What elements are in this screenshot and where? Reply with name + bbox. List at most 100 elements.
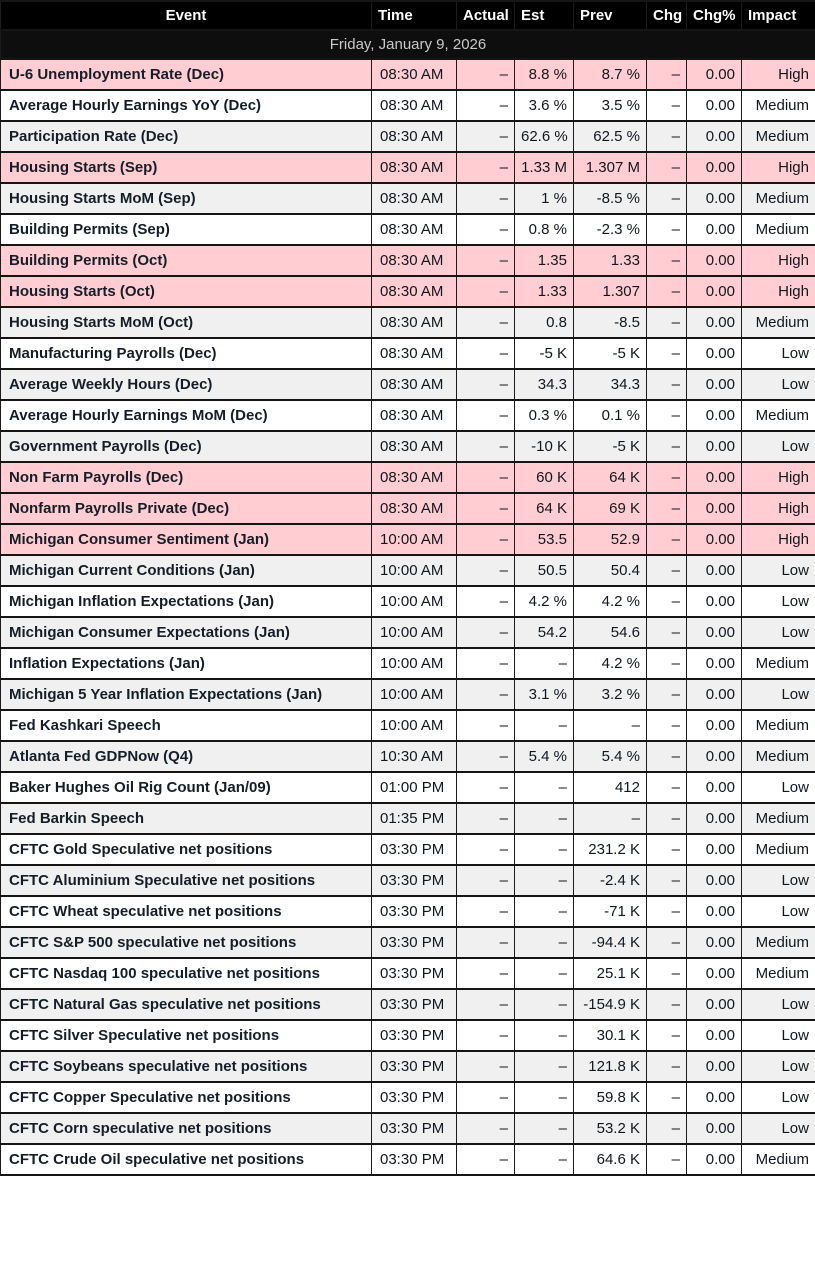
impact-level: Medium (741, 89, 815, 122)
impact-level: Medium (741, 1143, 815, 1176)
event-row[interactable]: CFTC Wheat speculative net positions 03:3… (0, 895, 815, 928)
actual-value: – (456, 523, 515, 556)
previous-value: 54.6 (573, 616, 647, 649)
actual-value: – (456, 306, 515, 339)
actual-value: – (456, 895, 515, 928)
change-value: – (646, 771, 687, 804)
previous-value: -94.4 K (573, 926, 647, 959)
estimate-value: 62.6 % (514, 120, 574, 153)
event-row[interactable]: Housing Starts MoM (Oct) 08:30 AM –0.8 -8.5… (0, 306, 815, 339)
event-row[interactable]: Housing Starts MoM (Sep) 08:30 AM –1 % -8.5… (0, 182, 815, 215)
column-header-event: Event (0, 0, 372, 31)
event-row[interactable]: Fed Barkin Speech 01:35 PM – – – –0.00 Medium (0, 802, 815, 835)
estimate-value: 50.5 (514, 554, 574, 587)
event-row[interactable]: Baker Hughes Oil Rig Count (Jan/09) 01:00… (0, 771, 815, 804)
event-time: 03:30 PM (371, 1143, 457, 1176)
event-time: 08:30 AM (371, 461, 457, 494)
estimate-value: – (514, 802, 574, 835)
estimate-value: 3.1 % (514, 678, 574, 711)
event-name: CFTC Natural Gas speculative net positio… (0, 988, 372, 1021)
event-name: CFTC Corn speculative net positions (0, 1112, 372, 1145)
event-row[interactable]: CFTC Nasdaq 100 speculative net position… (0, 957, 815, 990)
event-time: 10:00 AM (371, 709, 457, 742)
change-percent-value: 0.00 (686, 523, 742, 556)
estimate-value: 0.8 % (514, 213, 574, 246)
actual-value: – (456, 244, 515, 277)
actual-value: – (456, 399, 515, 432)
previous-value: 412 (573, 771, 647, 804)
impact-level: Medium (741, 740, 815, 773)
estimate-value: – (514, 647, 574, 680)
change-value: – (646, 244, 687, 277)
change-percent-value: 0.00 (686, 399, 742, 432)
event-row[interactable]: Building Permits (Oct) 08:30 AM –1.35 1.33–… (0, 244, 815, 277)
change-percent-value: 0.00 (686, 740, 742, 773)
estimate-value: 53.5 (514, 523, 574, 556)
event-row[interactable]: Building Permits (Sep) 08:30 AM –0.8 % -2.3… (0, 213, 815, 246)
column-header-est: Est (514, 0, 574, 31)
estimate-value: – (514, 988, 574, 1021)
event-row[interactable]: Michigan Consumer Expectations (Jan) 10:0… (0, 616, 815, 649)
event-row[interactable]: Atlanta Fed GDPNow (Q4) 10:30 AM –5.4 % 5.4… (0, 740, 815, 773)
event-row[interactable]: U-6 Unemployment Rate (Dec) 08:30 AM –8.8 … (0, 58, 815, 91)
actual-value: – (456, 926, 515, 959)
event-row[interactable]: Michigan Consumer Sentiment (Jan) 10:00 A… (0, 523, 815, 556)
event-row[interactable]: Housing Starts (Oct) 08:30 AM –1.33 1.307–0… (0, 275, 815, 308)
event-row[interactable]: CFTC Soybeans speculative net positions 0… (0, 1050, 815, 1083)
event-name: CFTC Nasdaq 100 speculative net position… (0, 957, 372, 990)
change-value: – (646, 988, 687, 1021)
change-value: – (646, 926, 687, 959)
event-row[interactable]: CFTC Copper Speculative net positions 03:… (0, 1081, 815, 1114)
event-row[interactable]: Michigan 5 Year Inflation Expectations (… (0, 678, 815, 711)
event-row[interactable]: CFTC Silver Speculative net positions 03:… (0, 1019, 815, 1052)
event-row[interactable]: Government Payrolls (Dec) 08:30 AM – -10 K-… (0, 430, 815, 463)
actual-value: – (456, 430, 515, 463)
actual-value: – (456, 492, 515, 525)
event-row[interactable]: Nonfarm Payrolls Private (Dec) 08:30 AM –6… (0, 492, 815, 525)
actual-value: – (456, 802, 515, 835)
event-row[interactable]: CFTC Aluminium Speculative net positions… (0, 864, 815, 897)
event-row[interactable]: CFTC Gold Speculative net positions 03:30… (0, 833, 815, 866)
event-row[interactable]: CFTC Natural Gas speculative net positio… (0, 988, 815, 1021)
column-header-impact: Impact (741, 0, 815, 31)
event-row[interactable]: CFTC Crude Oil speculative net positions… (0, 1143, 815, 1176)
event-table-body: U-6 Unemployment Rate (Dec) 08:30 AM –8.8 … (0, 58, 815, 1176)
event-row[interactable]: Housing Starts (Sep) 08:30 AM –1.33 M 1.307… (0, 151, 815, 184)
event-row[interactable]: CFTC S&P 500 speculative net positions 03… (0, 926, 815, 959)
event-row[interactable]: CFTC Corn speculative net positions 03:30… (0, 1112, 815, 1145)
change-percent-value: 0.00 (686, 120, 742, 153)
change-value: – (646, 802, 687, 835)
previous-value: 34.3 (573, 368, 647, 401)
event-row[interactable]: Non Farm Payrolls (Dec) 08:30 AM –60 K 64 K… (0, 461, 815, 494)
event-name: Government Payrolls (Dec) (0, 430, 372, 463)
change-value: – (646, 399, 687, 432)
event-row[interactable]: Average Hourly Earnings YoY (Dec) 08:30 A… (0, 89, 815, 122)
previous-value: -71 K (573, 895, 647, 928)
actual-value: – (456, 213, 515, 246)
change-percent-value: 0.00 (686, 151, 742, 184)
event-time: 10:00 AM (371, 554, 457, 587)
event-row[interactable]: Michigan Inflation Expectations (Jan) 10:… (0, 585, 815, 618)
event-time: 08:30 AM (371, 244, 457, 277)
estimate-value: – (514, 833, 574, 866)
change-value: – (646, 554, 687, 587)
event-row[interactable]: Manufacturing Payrolls (Dec) 08:30 AM – -5 … (0, 337, 815, 370)
impact-level: Low (741, 1081, 815, 1114)
change-value: – (646, 430, 687, 463)
event-row[interactable]: Michigan Current Conditions (Jan) 10:00 A… (0, 554, 815, 587)
event-row[interactable]: Average Hourly Earnings MoM (Dec) 08:30 A… (0, 399, 815, 432)
actual-value: – (456, 957, 515, 990)
economic-calendar-table: Event Time Actual Est Prev Chg Chg% Impa… (0, 0, 815, 1176)
event-row[interactable]: Participation Rate (Dec) 08:30 AM –62.6 % 6… (0, 120, 815, 153)
previous-value: 8.7 % (573, 58, 647, 91)
estimate-value: – (514, 1112, 574, 1145)
event-name: Housing Starts MoM (Sep) (0, 182, 372, 215)
impact-level: Medium (741, 802, 815, 835)
impact-level: Medium (741, 213, 815, 246)
event-row[interactable]: Inflation Expectations (Jan) 10:00 AM – –4.… (0, 647, 815, 680)
event-time: 01:35 PM (371, 802, 457, 835)
event-row[interactable]: Fed Kashkari Speech 10:00 AM – – – –0.00 Mediu… (0, 709, 815, 742)
actual-value: – (456, 678, 515, 711)
change-value: – (646, 306, 687, 339)
event-row[interactable]: Average Weekly Hours (Dec) 08:30 AM –34.3 3… (0, 368, 815, 401)
